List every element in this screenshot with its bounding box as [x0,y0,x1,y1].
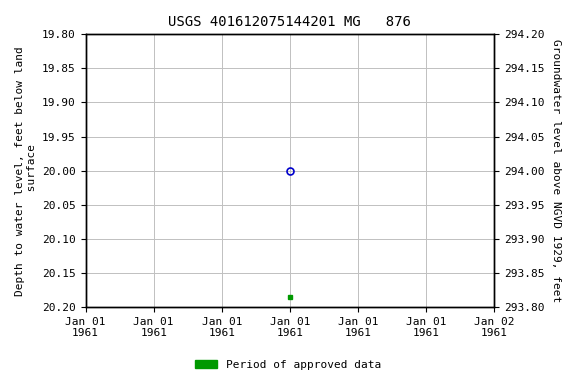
Y-axis label: Groundwater level above NGVD 1929, feet: Groundwater level above NGVD 1929, feet [551,39,561,302]
Y-axis label: Depth to water level, feet below land
 surface: Depth to water level, feet below land su… [15,46,37,296]
Legend: Period of approved data: Period of approved data [191,356,385,375]
Title: USGS 401612075144201 MG   876: USGS 401612075144201 MG 876 [168,15,411,29]
